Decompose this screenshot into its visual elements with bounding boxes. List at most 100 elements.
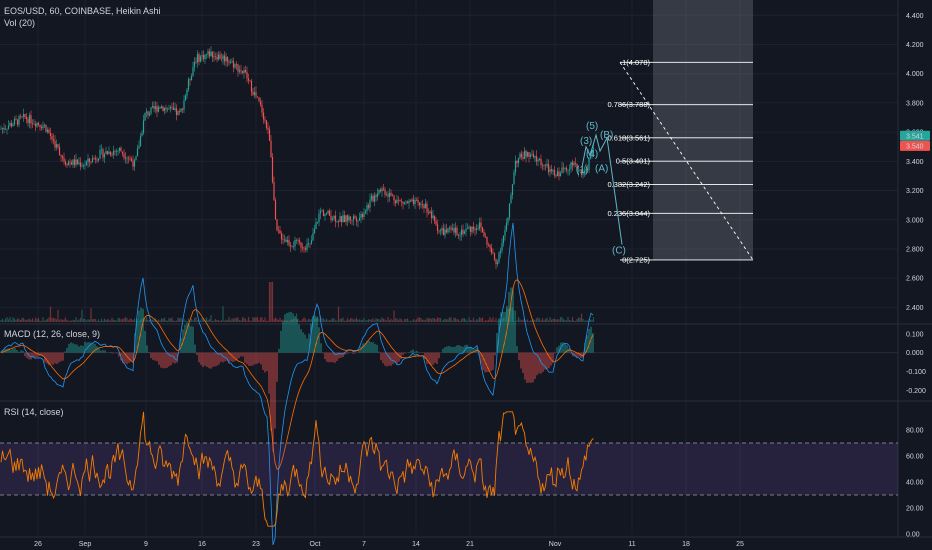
volume-bar (433, 318, 436, 322)
macd-histogram-bar (4, 348, 6, 353)
macd-histogram-bar (502, 311, 504, 353)
volume-bar (484, 320, 487, 322)
elliott-wave[interactable]: (5) (3) (4)(B) (1) (A) (C) (576, 121, 626, 256)
volume-bar (445, 319, 448, 322)
time-tick-label: 9 (144, 541, 148, 548)
candle-body (184, 95, 187, 101)
candle-body (175, 108, 178, 116)
fib-level-label: 0.382(3.242) (607, 180, 650, 189)
macd-histogram-bar (142, 308, 144, 353)
volume-bar (243, 317, 245, 322)
volume-bar (148, 319, 151, 322)
candle-body (97, 158, 100, 161)
candle-body (556, 171, 559, 176)
volume-bar (115, 320, 118, 322)
candle-body (61, 155, 64, 158)
volume-bar (483, 320, 485, 322)
rsi-tick-label: 80.00 (906, 428, 924, 435)
candle-body (420, 204, 422, 206)
candle-body (183, 100, 185, 110)
candle-body (361, 214, 364, 218)
candle-body (511, 184, 514, 195)
volume-bar (583, 320, 586, 322)
candle-body (124, 157, 127, 159)
candle-body (75, 159, 77, 166)
candle-body (465, 228, 467, 232)
volume-bar (84, 318, 86, 322)
candle-body (574, 162, 577, 164)
candle-body (486, 236, 488, 245)
volume-bar (418, 317, 421, 322)
fib-level-label: 0.236(3.044) (607, 209, 650, 218)
candle-body (114, 150, 116, 152)
candle-body (234, 64, 236, 68)
rsi-legend[interactable]: RSI (14, close) (4, 407, 64, 417)
candle-body (454, 227, 457, 233)
candle-body (13, 119, 16, 125)
candle-body (522, 157, 524, 159)
macd-histogram-bar (152, 352, 154, 360)
candle-body (34, 123, 37, 127)
symbol-legend[interactable]: EOS/USD, 60, COINBASE, Heikin Ashi (4, 6, 161, 16)
candle-body (142, 120, 145, 134)
volume-legend[interactable]: Vol (20) (4, 18, 36, 28)
candle-body (510, 194, 512, 204)
volume-bar (3, 320, 5, 322)
macd-histogram-bar (40, 352, 42, 356)
volume-bar (240, 320, 242, 322)
macd-histogram-bar (88, 342, 90, 353)
macd-histogram-bar (30, 352, 32, 360)
candle-body (223, 55, 226, 62)
candle-body (145, 111, 148, 113)
macd-histogram-bar (364, 343, 366, 353)
price-candles[interactable] (0, 46, 595, 269)
candle-body (540, 158, 542, 166)
candle-body (126, 158, 128, 159)
fib-extension-box[interactable] (619, 0, 754, 261)
macd-histogram-bar (404, 352, 406, 354)
candle-body (588, 158, 590, 170)
volume-bar (468, 317, 470, 322)
macd-histogram-bar (96, 346, 98, 353)
volume-bar (421, 319, 424, 322)
volume-bar (577, 317, 580, 322)
macd-histogram-bar (270, 352, 272, 431)
volume-bar (7, 319, 10, 322)
macd-histogram-bar (212, 352, 214, 368)
volume-bar (351, 318, 353, 322)
candle-body (120, 147, 122, 152)
candle-body (508, 203, 511, 218)
candle-body (580, 169, 583, 175)
candle-body (12, 124, 14, 127)
candle-body (204, 54, 206, 60)
macd-histogram-bar (386, 352, 388, 367)
volume-bar (439, 317, 442, 322)
volume-bar (225, 319, 227, 322)
time-axis[interactable]: 26 Sep 9 16 23 Oct 7 14 21 Nov 11 18 25 (34, 541, 744, 548)
candle-body (79, 162, 82, 167)
volume-bar (400, 319, 403, 322)
volume-bar (327, 320, 329, 322)
candle-body (220, 58, 223, 60)
volume-bar (516, 320, 518, 322)
volume-bar (493, 320, 496, 322)
volume-bar (303, 317, 305, 322)
fib-level-label: 1(4.078) (622, 58, 650, 67)
macd-legend[interactable]: MACD (12, 26, close, 9) (4, 329, 101, 339)
price-axis[interactable]: 4.4004.2004.0003.8003.6003.4003.2003.000… (900, 13, 930, 312)
volume-bar (432, 317, 434, 322)
macd-histogram-bar (514, 321, 516, 353)
macd-histogram-bar (236, 352, 238, 361)
candle-body (382, 188, 385, 190)
macd-histogram-bar (244, 352, 246, 363)
candle-body (168, 108, 170, 110)
candle-body (354, 216, 356, 219)
fib-retracement[interactable]: 1(4.078) 0.786(3.788) 0.618(3.561) 0.5(3.40… (607, 58, 753, 265)
candle-body (15, 119, 17, 120)
volume-bar (45, 319, 47, 322)
macd-histogram-bar (232, 352, 234, 363)
volume-bar (336, 320, 338, 322)
candle-body (406, 201, 409, 204)
macd-histogram-bar (240, 352, 242, 357)
